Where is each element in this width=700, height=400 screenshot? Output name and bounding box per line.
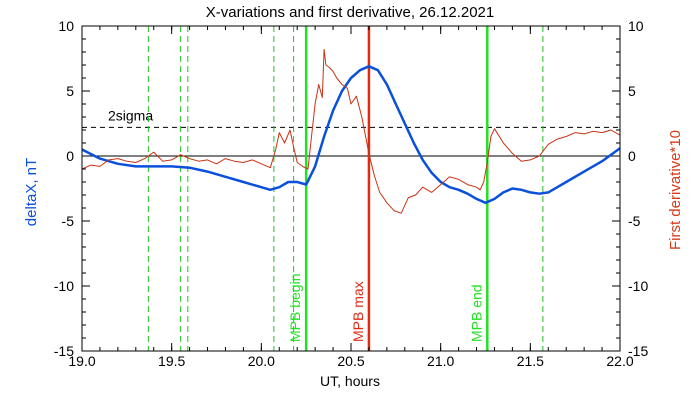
y-axis-label-right: First derivative*10 (667, 130, 684, 250)
x-tick-label-3: 20.5 (337, 353, 364, 369)
y-tick-label-right-1: 5 (628, 83, 636, 99)
y-tick-label-right-3: -5 (628, 213, 641, 229)
plot-area: 2sigma MPB begin MPB max MPB end 19.0 19.5 20.… (54, 18, 649, 369)
y-tick-label-right-0: 10 (628, 18, 644, 34)
x-tick-label-1: 19.5 (158, 353, 185, 369)
event-label-mpb-max: MPB max (350, 281, 366, 342)
y-axis-label-left: deltaX, nT (23, 158, 40, 226)
x-tick-label-2: 20.0 (248, 353, 275, 369)
chart-title: X-variations and first derivative, 26.12… (206, 4, 495, 21)
y-tick-label-right-5: -15 (628, 343, 648, 359)
y-tick-label-left-4: -10 (54, 278, 74, 294)
x-axis-label: UT, hours (320, 373, 380, 389)
y-tick-label-left-0: 10 (58, 18, 74, 34)
x-tick-label-6: 22.0 (606, 353, 633, 369)
x-tick-label-5: 21.5 (517, 353, 544, 369)
event-label-mpb-begin: MPB begin (287, 274, 303, 342)
y-tick-label-left-3: -5 (62, 213, 75, 229)
y-tick-label-left-5: -15 (54, 343, 74, 359)
y-tick-label-left-1: 5 (66, 83, 74, 99)
deltax-line (81, 65, 621, 205)
x-tick-label-0: 19.0 (68, 353, 95, 369)
derivative-line (81, 48, 621, 214)
y-tick-label-right-2: 0 (628, 148, 636, 164)
y-tick-label-left-2: 0 (66, 148, 74, 164)
threshold-label: 2sigma (108, 107, 153, 123)
event-label-mpb-end: MPB end (468, 284, 484, 342)
x-tick-label-4: 21.0 (427, 353, 454, 369)
y-tick-label-right-4: -10 (628, 278, 648, 294)
